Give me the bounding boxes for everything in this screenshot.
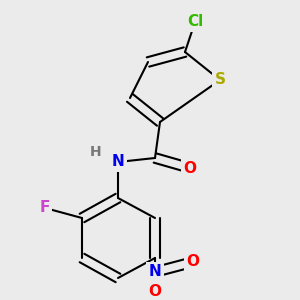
Text: Cl: Cl bbox=[187, 14, 203, 29]
Text: S: S bbox=[214, 73, 226, 88]
Text: O: O bbox=[187, 254, 200, 269]
Text: H: H bbox=[90, 145, 102, 159]
Text: N: N bbox=[112, 154, 124, 169]
Text: F: F bbox=[40, 200, 50, 215]
Text: O: O bbox=[148, 284, 161, 299]
Text: N: N bbox=[148, 265, 161, 280]
Text: O: O bbox=[184, 160, 196, 175]
